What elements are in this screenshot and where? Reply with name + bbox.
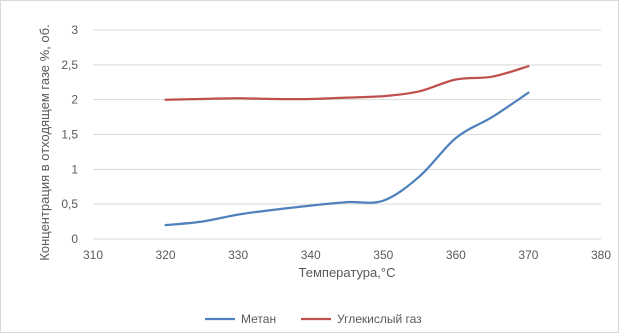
- y-tick-label: 2,5: [61, 58, 78, 72]
- y-axis-tick-labels: 0 0,5 1 1,5 2 2,5 3: [61, 23, 78, 246]
- x-tick-label: 320: [156, 248, 176, 262]
- y-tick-label: 0,5: [61, 197, 78, 211]
- x-tick-label: 380: [591, 248, 611, 262]
- y-axis-title: Концентрация в отходящем газе %, об.: [37, 24, 52, 260]
- x-tick-label: 310: [83, 248, 103, 262]
- x-axis-tick-labels: 310 320 330 340 350 360 370 380: [83, 248, 611, 262]
- legend-label: Углекислый газ: [337, 312, 422, 326]
- y-tick-label: 3: [71, 23, 78, 37]
- y-tick-label: 0: [71, 232, 78, 246]
- x-tick-label: 360: [446, 248, 466, 262]
- x-tick-label: 340: [301, 248, 321, 262]
- gridlines: [93, 29, 601, 240]
- x-tick-label: 350: [373, 248, 393, 262]
- series-lines: [164, 65, 530, 227]
- legend: Метан Углекислый газ: [205, 312, 422, 326]
- y-tick-label: 1: [71, 162, 78, 176]
- series-line-1: [164, 91, 530, 227]
- x-axis-title: Температура,°С: [299, 265, 396, 280]
- x-tick-label: 370: [518, 248, 538, 262]
- legend-label: Метан: [241, 312, 276, 326]
- x-tick-label: 330: [228, 248, 248, 262]
- series-line-2: [164, 65, 530, 101]
- y-tick-label: 2: [71, 93, 78, 107]
- y-tick-label: 1,5: [61, 128, 78, 142]
